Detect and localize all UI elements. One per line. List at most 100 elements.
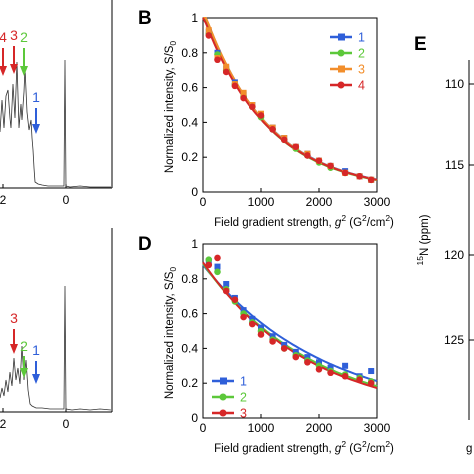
panel-d-point-1 [304,354,311,361]
spectrum-top-arrow-4: 4 [0,29,7,76]
spectrum-top-trace [0,59,111,188]
panel-d-plot-area: 0 1000 2000 3000 0 0.2 0.4 0.6 0.8 1 1 2 3 [181,237,390,435]
panel-b-xlabel-unit: (G [346,217,362,229]
spectrum-bottom-arrow-1: 1 [32,342,40,384]
panel-d-point-1 [342,362,349,369]
panel-b-point-4 [327,162,334,170]
panel-d-ylabel: Normalized intensity, S/S0 [164,267,178,400]
panel-d-point-3 [214,254,221,262]
panel-b-ytick-label: 1 [191,11,198,25]
panel-b-legend-marker-4 [337,81,345,89]
panel-d-point-2 [214,268,221,276]
panel-b-point-4 [257,112,265,119]
panel-b-letter: B [138,8,152,29]
panel-d-legend-marker-3 [219,409,227,417]
panel-d-point-1 [258,324,264,331]
panel-d-ylabel-sub: 0 [168,267,178,272]
panel-b-xlabel-main: Field gradient strength, [214,217,335,229]
panel-b-frame [202,17,378,193]
panel-b-xlabel-close: ) [390,217,394,229]
panel-b-xtick-label: 2000 [306,195,333,209]
panel-d-legend-label-2: 2 [240,391,247,405]
panel-b-point-3 [205,27,212,34]
panel-d-legend-marker-2 [219,393,227,401]
panel-b-point-4 [304,152,311,159]
spectrum-top-arrow-1: 1 [32,89,40,134]
panel-e-ylabel: 15N (ppm) [415,214,431,265]
panel-b-point-4 [222,68,230,76]
panel-b-ytick-label: 0 [191,185,198,199]
panel-b-point-4 [341,169,349,177]
panel-d-point-3 [240,313,247,321]
panel-b-legend-marker-3 [338,65,345,73]
spectrum-bottom-peak-label-3: 3 [10,310,18,326]
panel-b-ylabel: Normalized intensity, S/S0 [164,41,178,174]
panel-d-xlabel-sup: 2 [341,439,346,449]
panel-b-point-4 [280,136,288,144]
panel-d-point-3 [231,296,239,303]
panel-b-xtick-label: 1000 [248,195,275,209]
panel-d-xlabel-unit: (G [346,443,362,455]
panel-b-legend-label-2: 2 [358,47,365,61]
panel-d-point-3 [222,287,230,295]
panel-e-tick-label-115: 115 [445,158,464,172]
panel-b-legend-marker-1 [338,33,345,41]
panel-b-legend-label-3: 3 [358,63,365,77]
panel-b-xlabel-unit-end: /cm [367,217,386,229]
panel-e-tick-label-120: 120 [444,248,464,262]
spectrum-top-peak-label-4: 4 [0,29,7,45]
spectrum-bottom-trace [0,285,112,411]
panel-b-fit-line-3 [203,17,378,181]
panel-d-xlabel-unit-sup: 2 [362,439,367,449]
spectrum-top-peak-label-1: 1 [32,89,40,105]
panel-d-point-3 [341,372,349,380]
panel-e: E 110 115 120 125 15N (ppm) g [414,34,474,455]
panel-d-point-3 [269,338,276,345]
panel-b-xtick-label: 0 [200,195,207,209]
panel-b-plot-area: 0 1000 2000 3000 0 0.2 0.4 0.6 0.8 1 1 2 3 4 [181,11,390,209]
spectrum-bottom-peak-label-1: 1 [32,342,40,358]
spectrum-top-peak-label-2: 2 [20,29,28,45]
panel-b-fit-line-2 [202,17,378,182]
panel-d-point-1 [327,364,334,371]
svg-text:Field gradient strength, g2 (G: Field gradient strength, g2 (G2/cm2) [214,213,394,229]
panel-d-xlabel-var: g [335,443,342,455]
panel-d-point-3 [249,320,256,328]
panel-d-point-1 [240,307,247,314]
panel-d-point-3 [205,261,213,269]
panel-b-point-4 [315,157,323,164]
panel-b-ylabel-sub: 0 [168,41,178,46]
panel-d-point-1 [292,348,299,355]
panel-d-xlabel-close: ) [390,443,394,455]
spectrum-top-peak-label-3: 3 [10,27,18,43]
panel-d-point-1 [281,341,288,348]
panel-d-xlabel-unit-end: /cm [367,443,386,455]
panel-b-point-4 [292,143,300,151]
panel-d-point-1 [214,263,221,270]
panel-b-point-4 [367,176,375,184]
panel-b-point-4 [231,82,239,90]
panel-d-xtick-label: 0 [200,421,207,435]
panel-d-ytick-label: 0.6 [181,307,198,321]
spectrum-bottom: 2 0 3 2 1 [0,228,113,431]
panel-d-xlabel-main: Field gradient strength, [214,443,335,455]
spectrum-top-arrow-2: 2 [20,29,28,76]
panel-d-legend-label-1: 1 [240,375,247,389]
panel-d-xlabel: Field gradient strength, g2 (G2/cm2) [214,439,394,455]
panel-d-ytick-label: 0.8 [181,272,198,286]
panel-d-ytick-label: 0.4 [181,341,198,355]
panel-d-point-1 [368,368,375,375]
spectrum-bottom-tick-label-2: 2 [0,417,7,431]
panel-d-point-3 [327,369,334,377]
spectrum-bottom-peak-label-2: 2 [20,338,28,354]
panel-d-ytick-label: 0 [191,411,198,425]
panel-b-ytick-label: 0.4 [181,115,198,129]
panel-d-xlabel-unit-sup2: 2 [385,439,390,449]
panel-b-point-4 [214,56,221,64]
panel-d-point-3 [280,345,288,352]
panel-b-xtick-label: 3000 [364,195,391,209]
panel-d-xtick-label: 3000 [364,421,391,435]
panel-b-legend-label-1: 1 [358,31,365,45]
panel-d-point-3 [304,359,311,366]
panel-b-xlabel-sup: 2 [341,213,346,223]
